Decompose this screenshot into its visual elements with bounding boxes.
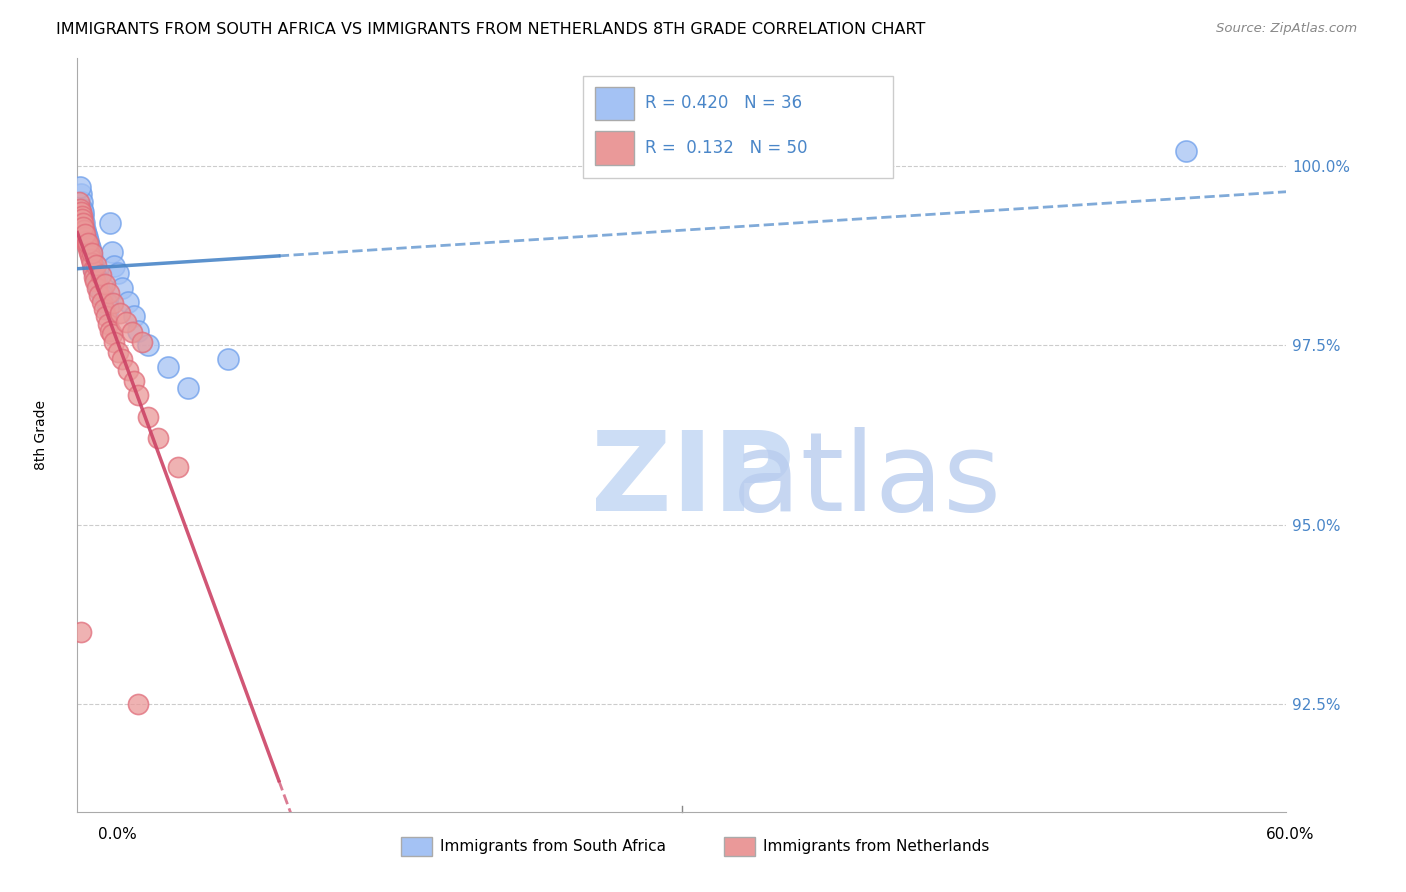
Point	[82, 252, 104, 266]
Point	[79, 244, 101, 259]
Point	[101, 296, 124, 310]
Point	[96, 302, 118, 317]
Point	[79, 241, 101, 255]
Point	[75, 230, 97, 244]
Point	[80, 252, 103, 266]
Point	[136, 409, 159, 424]
Point	[75, 223, 97, 237]
Text: 8th Grade: 8th Grade	[34, 400, 48, 470]
Point	[75, 234, 97, 248]
Point	[107, 266, 129, 280]
Point	[83, 269, 105, 284]
Point	[96, 317, 118, 331]
Point	[77, 234, 100, 248]
Point	[69, 180, 91, 194]
Point	[83, 262, 105, 277]
Point	[122, 310, 145, 324]
Point	[90, 288, 112, 302]
Point	[84, 266, 107, 280]
Point	[167, 460, 190, 475]
Point	[72, 205, 94, 219]
Point	[82, 262, 104, 277]
Point	[177, 381, 200, 395]
Point	[127, 324, 149, 338]
Point	[127, 388, 149, 402]
Point	[73, 223, 96, 237]
Point	[79, 248, 101, 262]
Point	[77, 241, 100, 255]
Point	[98, 324, 121, 338]
Point	[76, 237, 98, 252]
Point	[100, 327, 122, 342]
Point	[89, 281, 111, 295]
Point	[94, 310, 117, 324]
Point	[72, 212, 94, 227]
Point	[146, 432, 169, 446]
Point	[97, 286, 120, 301]
Point	[72, 219, 94, 234]
Point	[90, 295, 112, 310]
Point	[94, 295, 117, 310]
Point	[72, 209, 94, 223]
Point	[111, 281, 134, 295]
Point	[103, 334, 125, 349]
Point	[80, 246, 103, 260]
Point	[72, 216, 94, 230]
Text: ZIP: ZIP	[592, 426, 794, 533]
Point	[70, 209, 93, 223]
Point	[75, 227, 97, 241]
Point	[107, 345, 129, 359]
Point	[86, 258, 108, 272]
Point	[86, 281, 108, 295]
Point	[76, 236, 98, 251]
Point	[218, 352, 240, 367]
Text: Immigrants from South Africa: Immigrants from South Africa	[440, 839, 666, 854]
Text: 0.0%: 0.0%	[98, 827, 138, 841]
Point	[98, 216, 121, 230]
Point	[72, 202, 94, 216]
Text: Immigrants from Netherlands: Immigrants from Netherlands	[763, 839, 990, 854]
Point	[76, 230, 98, 244]
Text: atlas: atlas	[592, 426, 1001, 533]
Text: IMMIGRANTS FROM SOUTH AFRICA VS IMMIGRANTS FROM NETHERLANDS 8TH GRADE CORRELATIO: IMMIGRANTS FROM SOUTH AFRICA VS IMMIGRAN…	[56, 22, 925, 37]
Point	[82, 255, 104, 269]
Point	[89, 288, 111, 302]
Point	[117, 363, 139, 377]
Text: 60.0%: 60.0%	[1267, 827, 1315, 841]
Point	[157, 359, 180, 374]
Point	[80, 244, 103, 259]
Point	[73, 216, 96, 230]
Point	[111, 352, 134, 367]
Point	[122, 374, 145, 388]
Point	[93, 277, 115, 292]
Point	[70, 194, 93, 209]
Text: R = 0.420   N = 36: R = 0.420 N = 36	[645, 95, 803, 112]
Point	[127, 697, 149, 711]
Point	[70, 625, 93, 640]
Point	[70, 205, 93, 219]
Point	[117, 295, 139, 310]
Point	[1174, 145, 1197, 159]
Point	[84, 273, 107, 287]
Point	[69, 202, 91, 216]
Point	[73, 227, 96, 241]
Point	[136, 338, 159, 352]
Point	[86, 273, 108, 287]
Point	[70, 187, 93, 202]
Text: Source: ZipAtlas.com: Source: ZipAtlas.com	[1216, 22, 1357, 36]
Point	[131, 334, 153, 349]
Point	[108, 306, 131, 320]
Point	[89, 268, 111, 282]
Point	[93, 302, 115, 317]
Point	[82, 259, 104, 273]
Point	[103, 259, 125, 273]
Point	[114, 315, 136, 329]
Point	[67, 194, 90, 209]
Point	[79, 237, 101, 252]
Text: R =  0.132   N = 50: R = 0.132 N = 50	[645, 139, 808, 157]
Point	[100, 244, 122, 259]
Point	[121, 325, 143, 339]
